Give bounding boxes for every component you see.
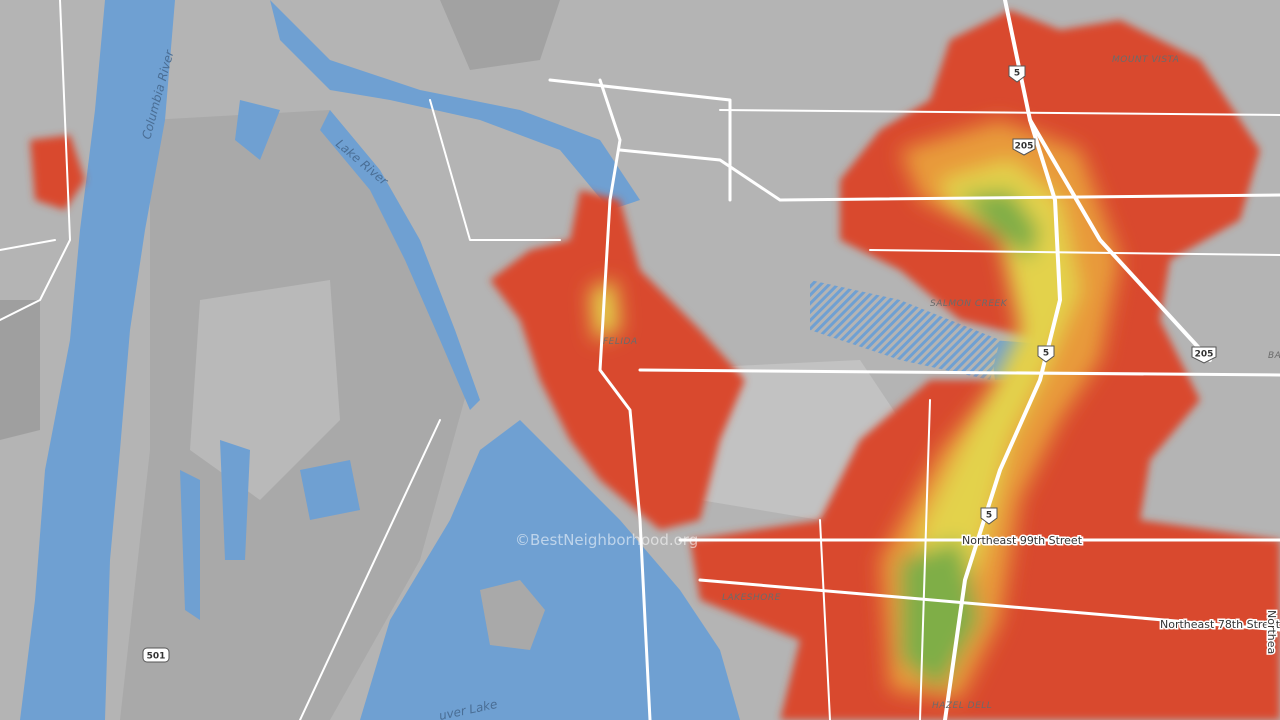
place-label: FELIDA	[603, 337, 638, 347]
place-label: LAKESHORE	[722, 593, 781, 603]
road-label: Northea	[1265, 610, 1278, 654]
shield-number: 205	[1195, 350, 1214, 360]
place-label: HAZEL DELL	[932, 701, 992, 711]
shield-number: 5	[986, 511, 992, 521]
heatmap	[30, 10, 1280, 720]
edge-label: BA	[1268, 351, 1280, 361]
road-label: Northeast 99th Street	[962, 534, 1083, 547]
shield: 501	[142, 647, 170, 663]
shield-number: 5	[1014, 69, 1020, 79]
island	[480, 580, 545, 650]
shield: 205	[1012, 138, 1036, 156]
place-label: SALMON CREEK	[930, 299, 1008, 309]
shield-number: 205	[1015, 142, 1034, 152]
place-label: MOUNT VISTA	[1112, 55, 1179, 65]
shield: 5	[1008, 65, 1026, 83]
wetland	[810, 280, 1000, 380]
shields: 5 205 5 205 5 501	[142, 65, 1217, 663]
shield-number: 501	[147, 652, 166, 662]
shield: 205	[1191, 346, 1217, 364]
watermark: ©BestNeighborhood.org	[515, 531, 698, 549]
shield-number: 5	[1043, 349, 1049, 359]
shield: 5	[980, 507, 998, 525]
road-label: Northeast 78th Street	[1160, 618, 1280, 631]
shield: 5	[1037, 345, 1055, 363]
